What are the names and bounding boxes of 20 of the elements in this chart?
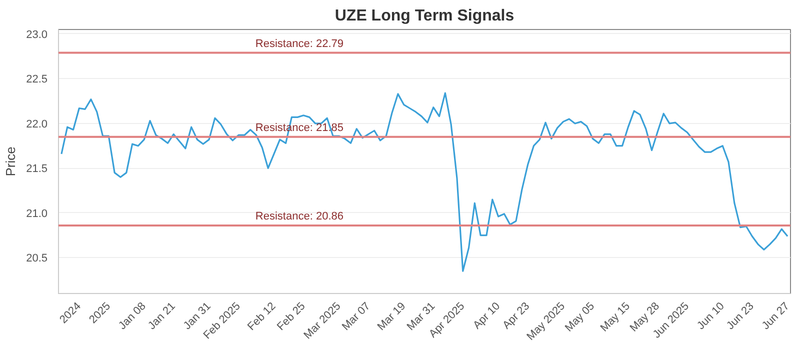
y-tick-label: 21.5 (26, 163, 48, 176)
x-tick-label: Feb 25 (275, 300, 308, 333)
x-tick-label: May 05 (562, 300, 597, 334)
y-tick-label: 20.5 (26, 252, 48, 265)
y-tick-label: 21.0 (26, 208, 48, 220)
ref-line-label: Resistance: 20.86 (255, 210, 344, 222)
x-tick-label: Mar 07 (340, 300, 373, 333)
x-tick-label: Jun 27 (760, 300, 792, 332)
x-tick-label: Jun 23 (724, 300, 756, 332)
y-tick-label: 22.5 (26, 74, 48, 86)
y-tick-label: 23.0 (26, 28, 48, 41)
y-tick-label: 22.0 (26, 118, 48, 130)
x-tick-label: Jan 08 (116, 300, 148, 332)
chart-title: UZE Long Term Signals (334, 8, 514, 24)
x-tick-label: Jun 10 (695, 300, 727, 332)
line-series (60, 92, 788, 272)
ref-line-label: Resistance: 22.79 (255, 38, 344, 50)
x-tick-label: Apr 10 (471, 300, 503, 332)
x-tick-label: Jan 21 (146, 300, 178, 332)
y-axis-title: Price (3, 146, 18, 176)
